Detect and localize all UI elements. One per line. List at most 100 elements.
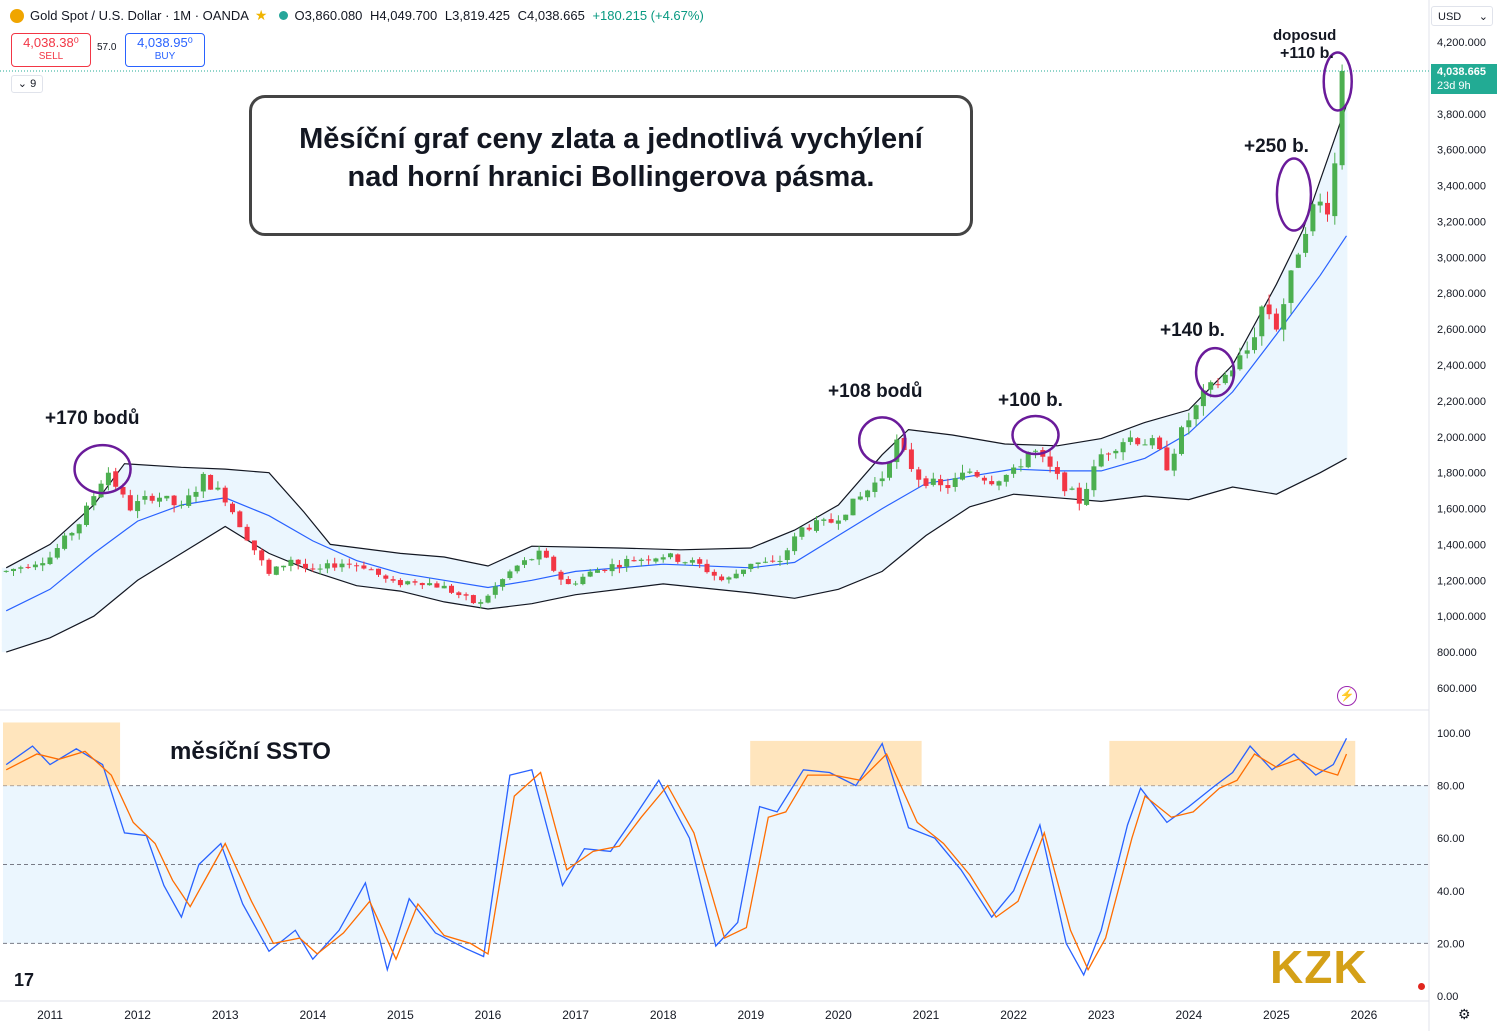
candle-body xyxy=(478,602,484,604)
candle-body xyxy=(865,490,871,498)
candle-body xyxy=(266,559,272,574)
candle-body xyxy=(91,496,97,506)
candle-body xyxy=(1076,487,1082,504)
symbol-title[interactable]: Gold Spot / U.S. Dollar · 1M · OANDA xyxy=(30,8,249,23)
currency-select[interactable]: USD ⌄ xyxy=(1431,6,1493,26)
candle-body xyxy=(762,561,768,563)
candle-body xyxy=(470,595,476,604)
candle-body xyxy=(1303,233,1309,253)
candle-body xyxy=(733,573,739,579)
candle-body xyxy=(368,569,374,571)
candle-body xyxy=(441,585,447,589)
candle-body xyxy=(1062,472,1068,492)
price-axis-tick: 2,800.000 xyxy=(1437,288,1486,300)
candle-body xyxy=(40,563,46,566)
candle-body xyxy=(339,563,345,568)
time-axis-tick: 2011 xyxy=(37,1008,63,1022)
candle-body xyxy=(1266,304,1272,315)
candle-body xyxy=(200,473,206,492)
candle-body xyxy=(1098,454,1104,467)
candle-body xyxy=(1113,450,1119,454)
sell-button[interactable]: 4,038.38⁰ SELL xyxy=(11,33,91,67)
ssto-axis-tick: 0.00 xyxy=(1437,991,1458,1003)
candle-body xyxy=(799,527,805,537)
candle-body xyxy=(879,478,885,482)
chevron-down-icon: ⌄ xyxy=(1478,11,1488,23)
time-axis-tick: 2026 xyxy=(1351,1008,1378,1022)
candle-body xyxy=(1186,420,1192,428)
candle-body xyxy=(1339,70,1345,166)
sell-price: 4,038.38⁰ xyxy=(23,35,79,50)
candle-body xyxy=(251,540,257,551)
candle-body xyxy=(1054,467,1060,474)
candle-body xyxy=(894,439,900,463)
favorite-star-icon[interactable]: ★ xyxy=(254,7,268,23)
candle-body xyxy=(449,585,454,593)
ssto-overbought-zone xyxy=(3,722,121,786)
sell-label: SELL xyxy=(38,51,64,62)
candle-body xyxy=(281,565,287,568)
candle-body xyxy=(376,568,381,575)
candle-body xyxy=(660,557,666,560)
candle-body xyxy=(303,563,308,569)
candle-body xyxy=(11,568,16,572)
ssto-overbought-zone xyxy=(1109,740,1356,786)
candle-body xyxy=(682,562,688,564)
candle-body xyxy=(1281,304,1287,330)
candle-body xyxy=(719,576,725,581)
candle-body xyxy=(434,583,440,588)
price-axis-tick: 4,200.000 xyxy=(1437,37,1486,49)
annotation-2022: +100 b. xyxy=(998,390,1063,411)
candle-body xyxy=(1193,405,1199,420)
candle-body xyxy=(631,560,637,562)
candle-body xyxy=(142,496,148,500)
buy-button[interactable]: 4,038.95⁰ BUY xyxy=(125,33,205,67)
candle-body xyxy=(1215,384,1221,386)
candle-body xyxy=(565,579,571,585)
candle-body xyxy=(814,520,819,531)
candle-body xyxy=(777,560,783,562)
candle-body xyxy=(1179,427,1184,454)
candle-body xyxy=(587,571,593,577)
annotation-2020: +108 bodů xyxy=(828,381,923,402)
candle-body xyxy=(98,483,104,498)
time-axis-tick: 2019 xyxy=(737,1008,764,1022)
candle-body xyxy=(171,495,177,506)
ssto-axis-tick: 80.00 xyxy=(1437,781,1465,793)
candle-body xyxy=(1317,201,1323,206)
symbol-header: Gold Spot / U.S. Dollar · 1M · OANDA ★ O… xyxy=(10,7,708,24)
candle-body xyxy=(835,520,841,524)
candle-body xyxy=(244,526,250,541)
deviation-circle xyxy=(1322,51,1353,112)
candle-body xyxy=(230,503,235,513)
candle-body xyxy=(295,559,301,565)
ssto-overbought-zone xyxy=(750,740,922,786)
candle-body xyxy=(843,514,849,521)
open-value: O3,860.080 xyxy=(294,8,363,23)
settings-gear-icon[interactable]: ⚙ xyxy=(1458,1006,1471,1022)
candle-body xyxy=(1135,438,1141,445)
candle-body xyxy=(938,479,944,486)
candle-body xyxy=(967,471,973,473)
title-line-2: nad horní hranici Bollingerova pásma. xyxy=(347,161,875,193)
candle-body xyxy=(543,550,549,558)
tradingview-logo: 17 xyxy=(14,970,35,990)
candle-body xyxy=(748,563,754,570)
candle-body xyxy=(624,558,630,567)
indicators-toggle[interactable]: ⌄ 9 xyxy=(11,75,43,93)
lightning-icon[interactable]: ⚡ xyxy=(1337,686,1357,706)
price-axis-tick: 1,400.000 xyxy=(1437,539,1486,551)
close-value: C4,038.665 xyxy=(517,8,585,23)
annotation-2025: +250 b. xyxy=(1244,136,1309,157)
candle-body xyxy=(638,559,644,561)
candle-body xyxy=(726,577,732,580)
candle-body xyxy=(945,485,951,489)
candle-body xyxy=(602,569,608,571)
candle-body xyxy=(346,563,352,565)
ohlc-values: O3,860.080 H4,049.700 L3,819.425 C4,038.… xyxy=(294,8,707,23)
candle-body xyxy=(25,566,31,568)
candle-body xyxy=(930,478,936,485)
time-axis-tick: 2022 xyxy=(1000,1008,1027,1022)
time-axis-tick: 2020 xyxy=(825,1008,852,1022)
